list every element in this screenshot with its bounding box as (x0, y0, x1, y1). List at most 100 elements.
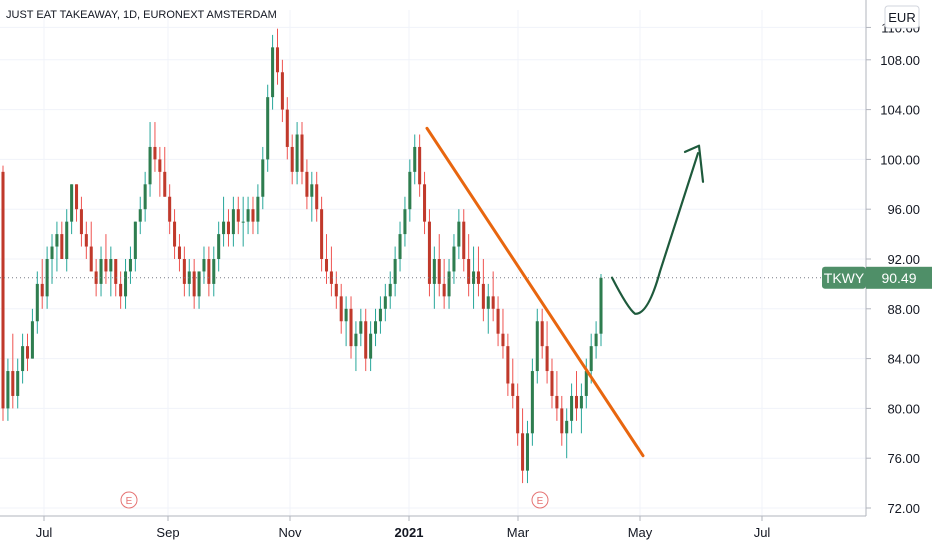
candle-body (168, 196, 172, 222)
candle-body (437, 259, 441, 284)
forecast-arrow-head-icon (683, 144, 705, 183)
candle-body (114, 259, 118, 284)
candle-body (1, 171, 5, 409)
candle-body (148, 146, 152, 185)
candle-body (496, 308, 500, 334)
price-tick-label: 104.00 (880, 103, 920, 118)
candle-body (398, 234, 402, 259)
candle-body (16, 371, 20, 396)
candle-body (388, 283, 392, 297)
candle-body (163, 171, 167, 197)
candle-body (192, 271, 196, 297)
candle-body (579, 395, 583, 409)
candle-body (217, 234, 221, 259)
candle-body (231, 209, 235, 235)
candle-body (246, 209, 250, 222)
candle-body (511, 383, 515, 396)
candle-body (344, 308, 348, 322)
price-axis[interactable] (866, 0, 932, 516)
candle-body (589, 346, 593, 372)
candle-body (158, 159, 162, 172)
candle-body (261, 159, 265, 197)
candle-body (40, 283, 44, 297)
candle-body (378, 308, 382, 322)
time-tick-label: Sep (156, 525, 179, 540)
candle-body (530, 371, 534, 434)
candle-body (521, 433, 525, 471)
candle-body (109, 259, 113, 272)
candle-body (540, 321, 544, 347)
candle-body (565, 420, 569, 434)
downtrend-line[interactable] (425, 126, 645, 458)
earnings-marker-icon[interactable] (531, 491, 549, 509)
candle-body (124, 271, 128, 297)
candle-body (133, 221, 137, 259)
time-tick-label: May (628, 525, 653, 540)
candle-body (305, 171, 309, 197)
candle-body (334, 283, 338, 297)
candle-body (300, 134, 304, 172)
candle-body (320, 209, 324, 259)
candle-body (104, 259, 108, 272)
candle-body (50, 246, 54, 259)
candle-body (560, 408, 564, 434)
candle-body (418, 146, 422, 185)
candle-body (128, 259, 132, 272)
candle-body (187, 271, 191, 284)
price-tick-label: 72.00 (887, 501, 920, 516)
candle-body (70, 184, 74, 222)
candle-body (364, 321, 368, 359)
candle-body (295, 134, 299, 172)
candle-body (11, 371, 15, 396)
candle-body (481, 283, 485, 309)
candlestick-series (1, 28, 603, 484)
candle-body (84, 234, 88, 247)
time-tick-label: Mar (507, 525, 530, 540)
price-tick-label: 92.00 (887, 252, 920, 267)
price-tick-label: 80.00 (887, 401, 920, 416)
forecast-arrow[interactable] (610, 152, 700, 315)
candle-body (25, 346, 30, 359)
candle-body (442, 283, 446, 297)
earnings-marker-icon[interactable] (120, 491, 138, 509)
candle-body (226, 221, 230, 235)
price-tick-label: 108.00 (880, 53, 920, 68)
candle-body (349, 308, 353, 347)
candle-body (236, 209, 240, 222)
candle-body (408, 171, 412, 210)
price-tick-label: 88.00 (887, 302, 920, 317)
candle-body (472, 271, 476, 284)
candle-body (574, 395, 579, 409)
candle-body (383, 296, 387, 309)
candle-body (45, 259, 49, 297)
candle-body (462, 221, 466, 259)
ticker-label: TKWY (824, 270, 865, 286)
candle-body (256, 196, 260, 222)
earnings-marker-label: E (537, 496, 544, 507)
candle-body (570, 395, 574, 421)
candle-body (222, 221, 226, 235)
candle-body (207, 259, 211, 284)
time-tick-label: Jul (754, 525, 771, 540)
candle-body (599, 277, 603, 334)
candle-body (374, 321, 378, 334)
candle-body (413, 146, 417, 172)
candle-body (241, 221, 245, 223)
candle-body (143, 184, 147, 210)
candle-body (119, 283, 123, 297)
candle-body (359, 321, 363, 334)
candle-body (79, 209, 83, 235)
time-tick-label: 2021 (395, 525, 424, 540)
time-tick-label: Nov (278, 525, 302, 540)
currency-badge[interactable] (884, 5, 920, 29)
price-tick-label: 84.00 (887, 352, 920, 367)
time-axis-labels[interactable]: Jul Sep Nov 2021 Mar May Jul (36, 516, 771, 540)
candle-body (285, 109, 289, 147)
time-tick-label: Jul (36, 525, 53, 540)
candle-body (65, 221, 69, 259)
candle-body (280, 72, 284, 110)
price-tick-label: 76.00 (887, 451, 920, 466)
candle-body (339, 296, 343, 322)
candle-body (182, 259, 186, 284)
